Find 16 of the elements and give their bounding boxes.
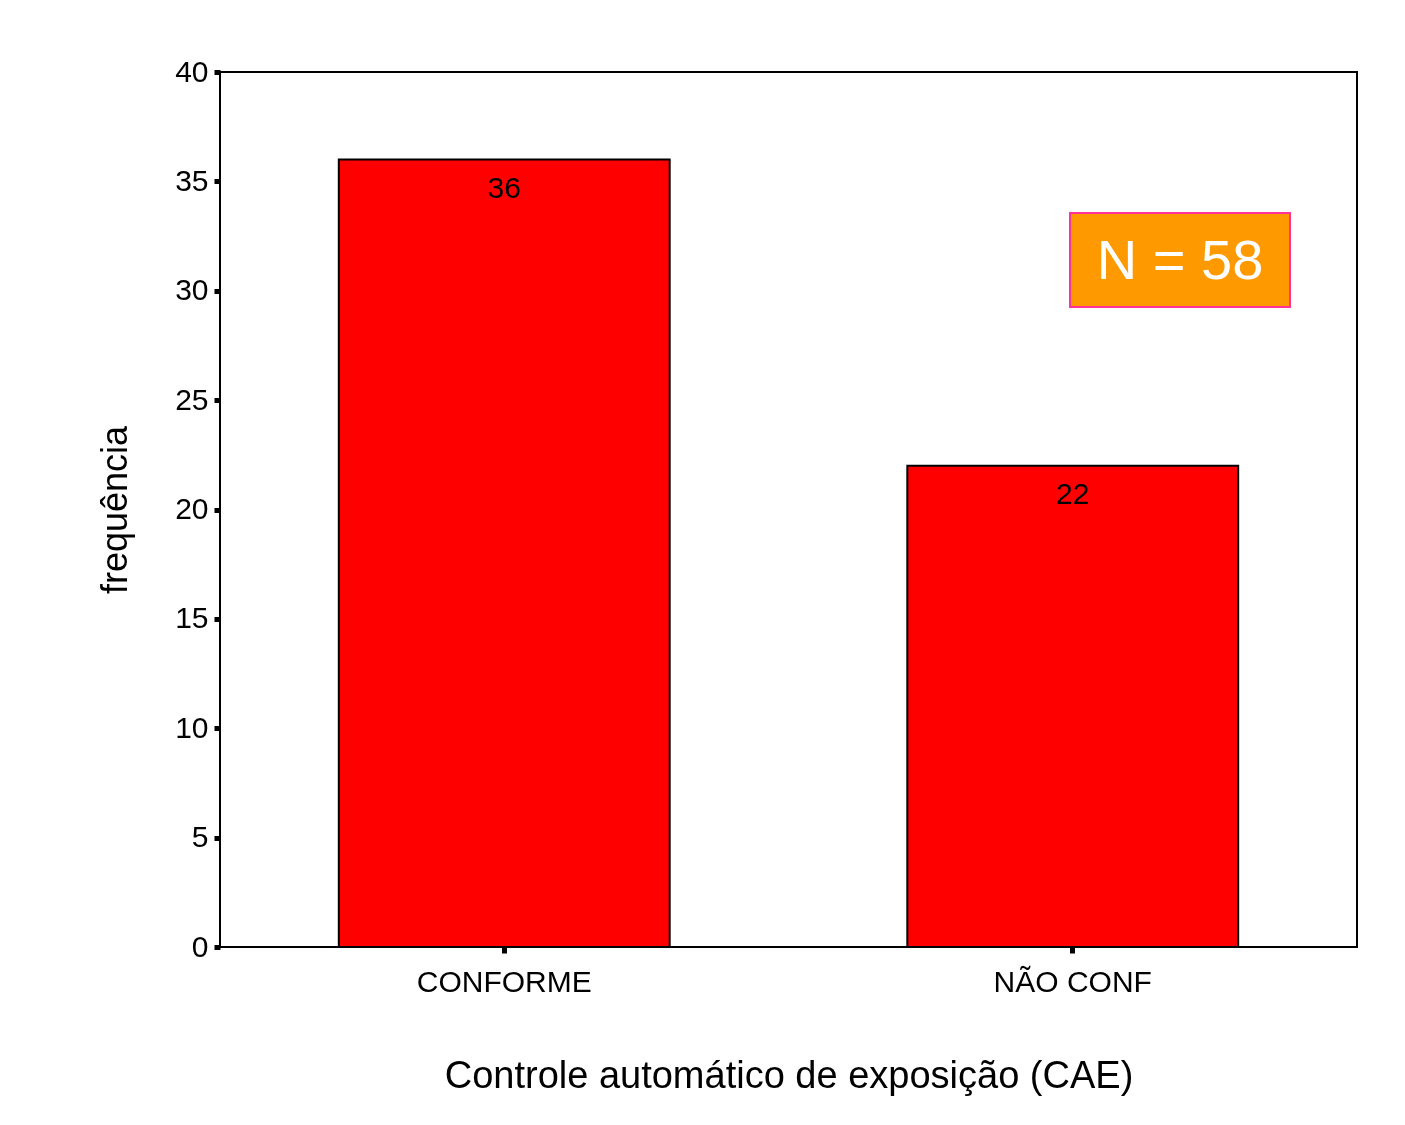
y-tick-label: 10 [175, 710, 209, 744]
y-tick-label: 20 [175, 492, 209, 525]
y-tick-label: 35 [175, 163, 209, 197]
x-tick-label: CONFORME [416, 964, 592, 998]
y-tick-label: 5 [191, 820, 209, 854]
y-tick-label: 0 [191, 929, 209, 963]
data-label: 22 [1056, 476, 1090, 510]
y-tick-label: 30 [175, 273, 209, 307]
y-tick-label: 40 [175, 54, 209, 88]
x-tick-label: NÃO CONF [993, 964, 1152, 998]
annotation: N = 58 [1096, 228, 1264, 291]
y-tick-label: 15 [175, 601, 209, 635]
x-axis-title: Controle automático de exposição (CAE) [444, 1053, 1134, 1096]
y-tick-label: 25 [175, 382, 209, 416]
data-label: 36 [487, 170, 521, 204]
y-axis-title: frequência [94, 424, 136, 595]
